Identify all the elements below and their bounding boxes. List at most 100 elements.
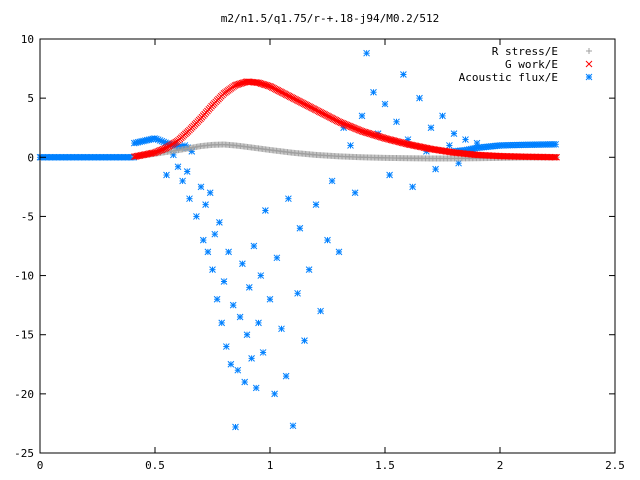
legend-label: R stress/E xyxy=(492,45,558,58)
x-tick-label: 1 xyxy=(267,459,274,472)
acoustic-flux-point xyxy=(439,112,446,120)
acoustic-flux-point xyxy=(222,343,230,350)
axis-ticks xyxy=(39,38,616,454)
acoustic-flux-point xyxy=(259,349,267,356)
g-work-point xyxy=(551,153,559,161)
acoustic-flux-point xyxy=(432,165,439,173)
acoustic-flux-point xyxy=(324,236,331,244)
y-tick-label: -25 xyxy=(14,447,34,460)
x-tick-label: 1.5 xyxy=(375,459,395,472)
acoustic-flux-point xyxy=(243,331,251,339)
plot-marks xyxy=(36,49,560,431)
acoustic-flux-point xyxy=(248,355,255,362)
acoustic-flux-point xyxy=(285,195,292,203)
acoustic-flux-point xyxy=(363,49,370,57)
acoustic-flux-point xyxy=(234,366,242,374)
acoustic-flux-point xyxy=(225,248,232,256)
acoustic-flux-point xyxy=(211,230,219,238)
legend-marker xyxy=(585,73,593,81)
acoustic-flux-point xyxy=(206,189,214,197)
series-g-work xyxy=(130,78,560,161)
acoustic-flux-point xyxy=(446,142,453,149)
acoustic-flux-point xyxy=(294,289,301,297)
acoustic-flux-point xyxy=(351,189,359,197)
acoustic-flux-point xyxy=(213,295,221,303)
acoustic-flux-point xyxy=(236,313,244,321)
acoustic-flux-point xyxy=(473,139,481,147)
acoustic-flux-point xyxy=(381,100,389,108)
acoustic-flux-point xyxy=(462,136,469,143)
acoustic-flux-point xyxy=(312,201,320,208)
x-tick-label: 2 xyxy=(497,459,504,472)
x-tick-label: 2.5 xyxy=(605,459,625,472)
acoustic-flux-point xyxy=(216,218,223,226)
acoustic-flux-point xyxy=(179,177,186,185)
acoustic-flux-point xyxy=(232,423,239,431)
acoustic-flux-point xyxy=(183,168,191,175)
acoustic-flux-point xyxy=(317,307,324,315)
plot-frame xyxy=(39,38,616,454)
acoustic-flux-point xyxy=(199,236,207,244)
acoustic-flux-point xyxy=(400,71,407,78)
acoustic-flux-point xyxy=(252,384,260,392)
acoustic-flux-point xyxy=(266,295,274,303)
acoustic-flux-point xyxy=(347,142,354,149)
acoustic-flux-point xyxy=(250,242,258,250)
acoustic-flux-point xyxy=(163,171,170,179)
chart-title: m2/n1.5/q1.75/r-+.18-j94/M0.2/512 xyxy=(221,12,440,25)
acoustic-flux-point xyxy=(227,360,235,368)
legend-label: G work/E xyxy=(505,58,558,71)
y-tick-label: 5 xyxy=(27,92,34,105)
y-tick-label: -20 xyxy=(14,388,34,401)
acoustic-flux-point xyxy=(358,112,366,120)
acoustic-flux-point xyxy=(220,278,228,285)
acoustic-flux-point xyxy=(204,248,212,256)
acoustic-flux-point xyxy=(257,272,265,279)
acoustic-flux-point xyxy=(386,171,393,179)
y-tick-label: -15 xyxy=(14,329,34,342)
acoustic-flux-point xyxy=(239,260,246,268)
acoustic-flux-point xyxy=(209,266,216,274)
acoustic-flux-point xyxy=(282,372,290,380)
acoustic-flux-point xyxy=(305,266,313,274)
acoustic-flux-point xyxy=(416,94,423,102)
acoustic-flux-point xyxy=(328,177,336,185)
acoustic-flux-point xyxy=(271,390,278,398)
acoustic-flux-point xyxy=(335,248,343,256)
acoustic-flux-point xyxy=(262,207,269,214)
y-tick-label: 0 xyxy=(27,151,34,164)
acoustic-flux-point xyxy=(255,319,262,327)
x-tick-label: 0 xyxy=(37,459,44,472)
acoustic-flux-point xyxy=(289,422,297,430)
acoustic-flux-point xyxy=(370,88,377,96)
acoustic-flux-point xyxy=(301,337,308,344)
g-work-point xyxy=(553,153,560,161)
acoustic-flux-point xyxy=(427,124,435,132)
acoustic-flux-point xyxy=(218,319,226,327)
series-acoustic-flux xyxy=(36,49,560,431)
acoustic-flux-point xyxy=(409,183,416,191)
acoustic-flux-point xyxy=(186,195,193,203)
acoustic-flux-point xyxy=(296,224,304,232)
legend-marker xyxy=(585,60,593,68)
acoustic-flux-point xyxy=(245,284,253,291)
x-tick-label: 0.5 xyxy=(145,459,165,472)
axis-tick-labels: 0 0.5 1 1.5 2 2.5 -25 -20 -15 -10 -5 0 5 10 xyxy=(14,33,625,472)
acoustic-flux-point xyxy=(174,163,182,171)
y-tick-label: 10 xyxy=(21,33,34,46)
acoustic-flux-point xyxy=(273,254,281,262)
y-tick-label: -10 xyxy=(14,270,34,283)
legend-label: Acoustic flux/E xyxy=(459,71,558,84)
g-work-point xyxy=(550,153,558,161)
acoustic-flux-point xyxy=(193,213,200,220)
acoustic-flux-point xyxy=(202,201,209,208)
acoustic-flux-point xyxy=(229,301,237,309)
acoustic-flux-point xyxy=(278,325,285,333)
legend-marker xyxy=(586,48,592,54)
y-tick-label: -5 xyxy=(21,210,34,223)
acoustic-flux-point xyxy=(552,140,560,148)
acoustic-flux-point xyxy=(241,378,249,386)
acoustic-flux-point xyxy=(393,118,400,126)
